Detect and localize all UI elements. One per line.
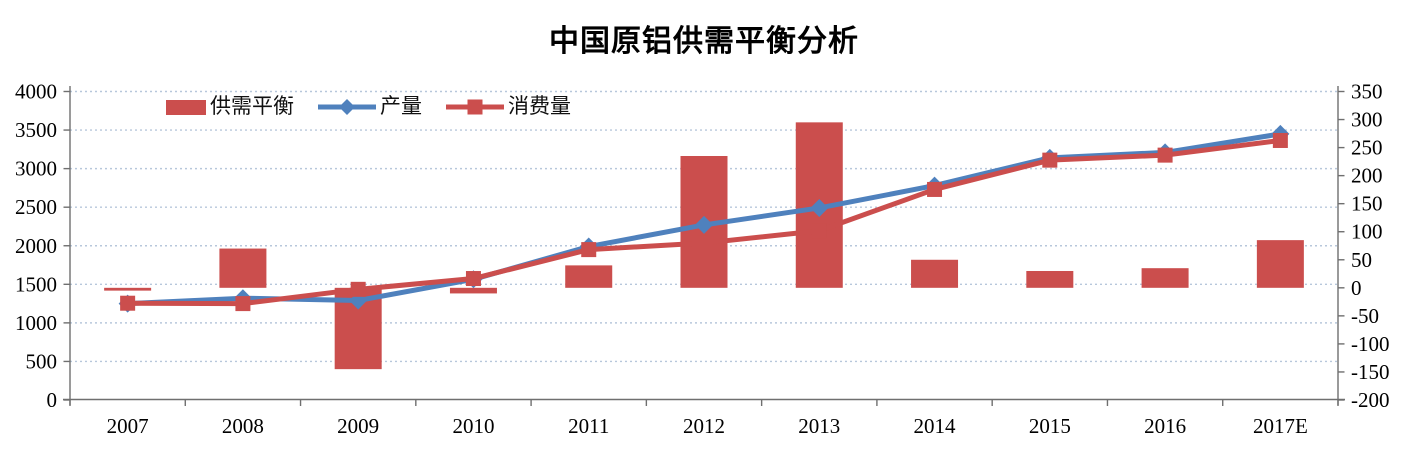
legend-label: 产量 [380,95,422,118]
legend-item: 消费量 [446,96,571,118]
legend-label: 消费量 [508,95,571,118]
legend-bar-swatch [166,100,206,115]
x-axis-label: 2012 [683,414,725,438]
chart-title: 中国原铝供需平衡分析 [549,25,859,58]
consumption-marker [811,223,827,239]
production-marker [695,215,713,234]
x-axis-label: 2013 [798,414,840,438]
balance-bar [565,265,613,288]
consumption-marker [350,281,366,297]
right-axis-label: 350 [1351,80,1383,104]
x-axis-label: 2014 [914,414,957,438]
right-axis-label: 0 [1351,276,1362,300]
production-marker [810,198,829,217]
consumption-marker [1272,132,1288,148]
right-axis-label: 100 [1351,220,1383,244]
x-axis-label: 2015 [1029,414,1071,438]
left-axis-label: 1500 [15,272,57,296]
left-axis-label: 0 [47,388,58,412]
consumption-marker [927,181,943,197]
right-axis-label: -200 [1351,388,1390,412]
legend-label: 供需平衡 [210,95,294,118]
right-axis-label: 300 [1351,108,1383,132]
balance-bar [1256,240,1304,288]
x-axis-label: 2009 [337,414,379,438]
legend-item: 产量 [318,96,422,118]
x-axis-label: 2010 [452,414,494,438]
left-axis-label: 2000 [15,234,57,258]
x-axis-label: 2016 [1144,414,1186,438]
balance-bar [104,287,152,291]
consumption-marker [581,242,597,258]
consumption-marker [1157,147,1173,163]
right-axis-label: -150 [1351,360,1390,384]
legend-line-square-icon [446,99,504,115]
legend-line-diamond-icon [318,99,376,115]
right-axis-label: 150 [1351,192,1383,216]
right-axis-label: 200 [1351,164,1383,188]
chart-legend: 供需平衡 产量 消费量 [166,96,571,118]
consumption-marker [465,271,481,287]
legend-item: 供需平衡 [166,96,294,118]
right-axis-label: 50 [1351,248,1372,272]
balance-bar [911,259,959,288]
balance-bar [1026,270,1074,288]
balance-bar [1141,268,1189,288]
left-axis-label: 1000 [15,311,57,335]
left-axis-label: 500 [26,349,58,373]
left-axis-label: 2500 [15,195,57,219]
consumption-marker [120,295,136,311]
consumption-marker [696,235,712,251]
right-axis-label: -100 [1351,332,1390,356]
consumption-marker [235,296,251,312]
x-axis-label: 2008 [222,414,264,438]
right-axis-label: 250 [1351,136,1383,160]
balance-bar [219,248,267,288]
left-axis-label: 4000 [15,80,57,104]
right-axis-label: -50 [1351,304,1379,328]
x-axis-label: 2011 [568,414,609,438]
left-axis-label: 3500 [15,118,57,142]
x-axis-label: 2017E [1253,414,1308,438]
balance-bar [449,287,497,294]
left-axis-label: 3000 [15,157,57,181]
consumption-marker [1042,152,1058,168]
x-axis-label: 2007 [107,414,149,438]
